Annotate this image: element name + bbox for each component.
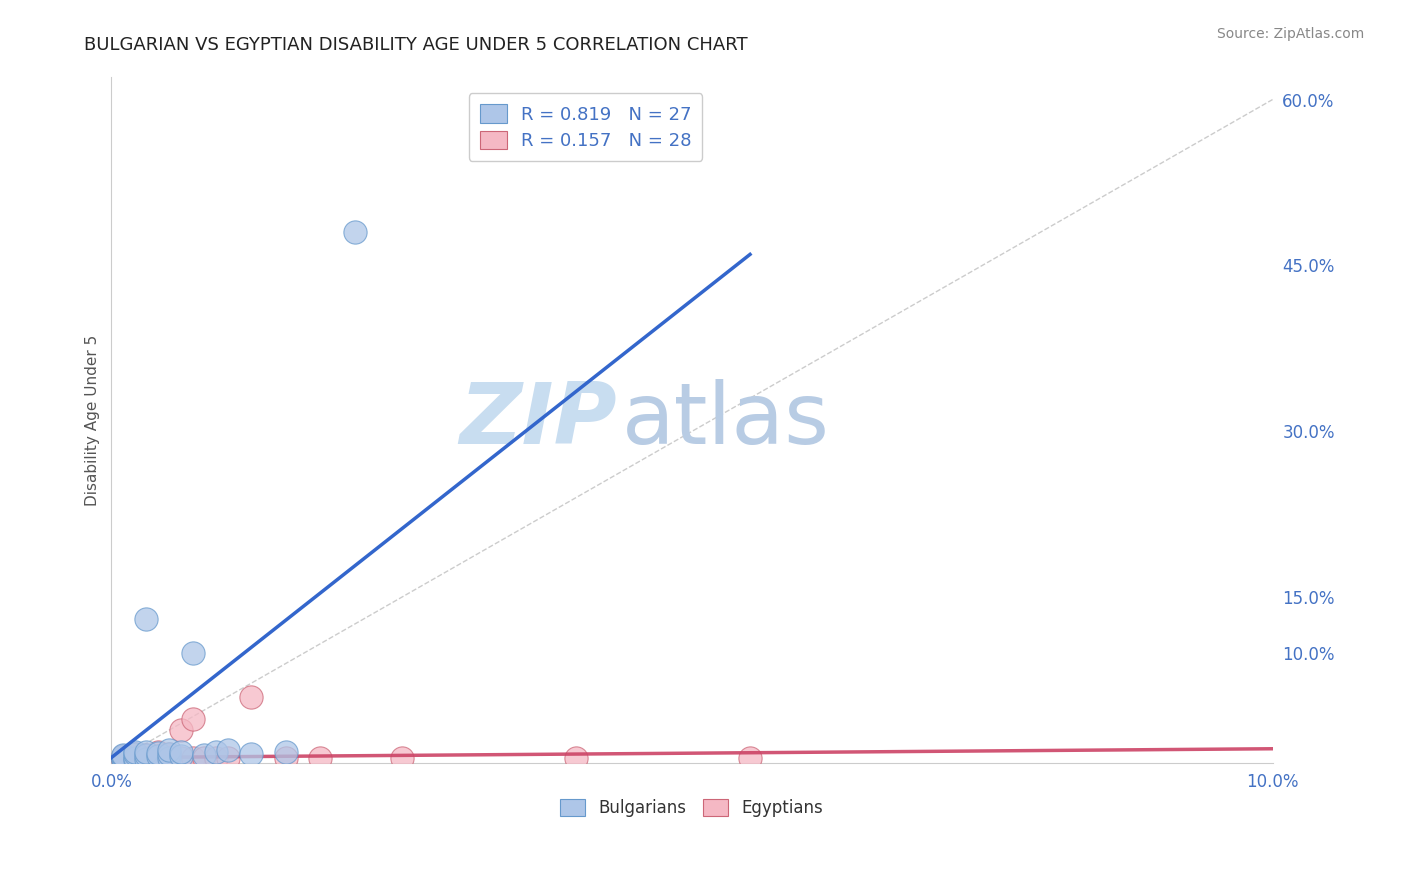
Point — [239, 747, 262, 762]
Point — [124, 747, 146, 762]
Point — [565, 750, 588, 764]
Point — [170, 745, 193, 759]
Point — [205, 750, 228, 764]
Point — [170, 750, 193, 764]
Point — [111, 753, 134, 767]
Point — [159, 750, 181, 764]
Point — [159, 752, 181, 766]
Point — [111, 749, 134, 764]
Point — [124, 745, 146, 759]
Point — [159, 747, 181, 762]
Text: atlas: atlas — [623, 379, 831, 462]
Point — [205, 745, 228, 759]
Point — [124, 753, 146, 767]
Point — [170, 723, 193, 737]
Point — [124, 747, 146, 762]
Point — [274, 745, 297, 759]
Point — [217, 743, 239, 757]
Point — [135, 750, 157, 764]
Point — [111, 753, 134, 767]
Point — [124, 750, 146, 764]
Point — [111, 748, 134, 763]
Point — [159, 747, 181, 762]
Point — [239, 690, 262, 704]
Point — [111, 749, 134, 764]
Legend: Bulgarians, Egyptians: Bulgarians, Egyptians — [554, 792, 830, 823]
Point — [146, 745, 169, 759]
Point — [146, 749, 169, 764]
Point — [391, 750, 413, 764]
Point — [159, 749, 181, 764]
Point — [738, 750, 761, 764]
Point — [274, 750, 297, 764]
Point — [181, 712, 204, 726]
Point — [146, 752, 169, 766]
Point — [193, 748, 215, 763]
Text: Source: ZipAtlas.com: Source: ZipAtlas.com — [1216, 27, 1364, 41]
Point — [217, 750, 239, 764]
Point — [124, 752, 146, 766]
Point — [170, 749, 193, 764]
Point — [159, 743, 181, 757]
Point — [344, 225, 367, 239]
Point — [181, 646, 204, 660]
Point — [146, 746, 169, 760]
Point — [111, 750, 134, 764]
Point — [135, 752, 157, 766]
Point — [135, 745, 157, 759]
Point — [135, 752, 157, 766]
Point — [135, 748, 157, 763]
Point — [181, 750, 204, 764]
Y-axis label: Disability Age Under 5: Disability Age Under 5 — [86, 334, 100, 506]
Point — [124, 749, 146, 764]
Text: BULGARIAN VS EGYPTIAN DISABILITY AGE UNDER 5 CORRELATION CHART: BULGARIAN VS EGYPTIAN DISABILITY AGE UND… — [84, 36, 748, 54]
Point — [146, 749, 169, 764]
Point — [309, 750, 332, 764]
Text: ZIP: ZIP — [458, 379, 616, 462]
Point — [135, 612, 157, 626]
Point — [135, 748, 157, 763]
Point — [111, 752, 134, 766]
Point — [193, 750, 215, 764]
Point — [111, 752, 134, 766]
